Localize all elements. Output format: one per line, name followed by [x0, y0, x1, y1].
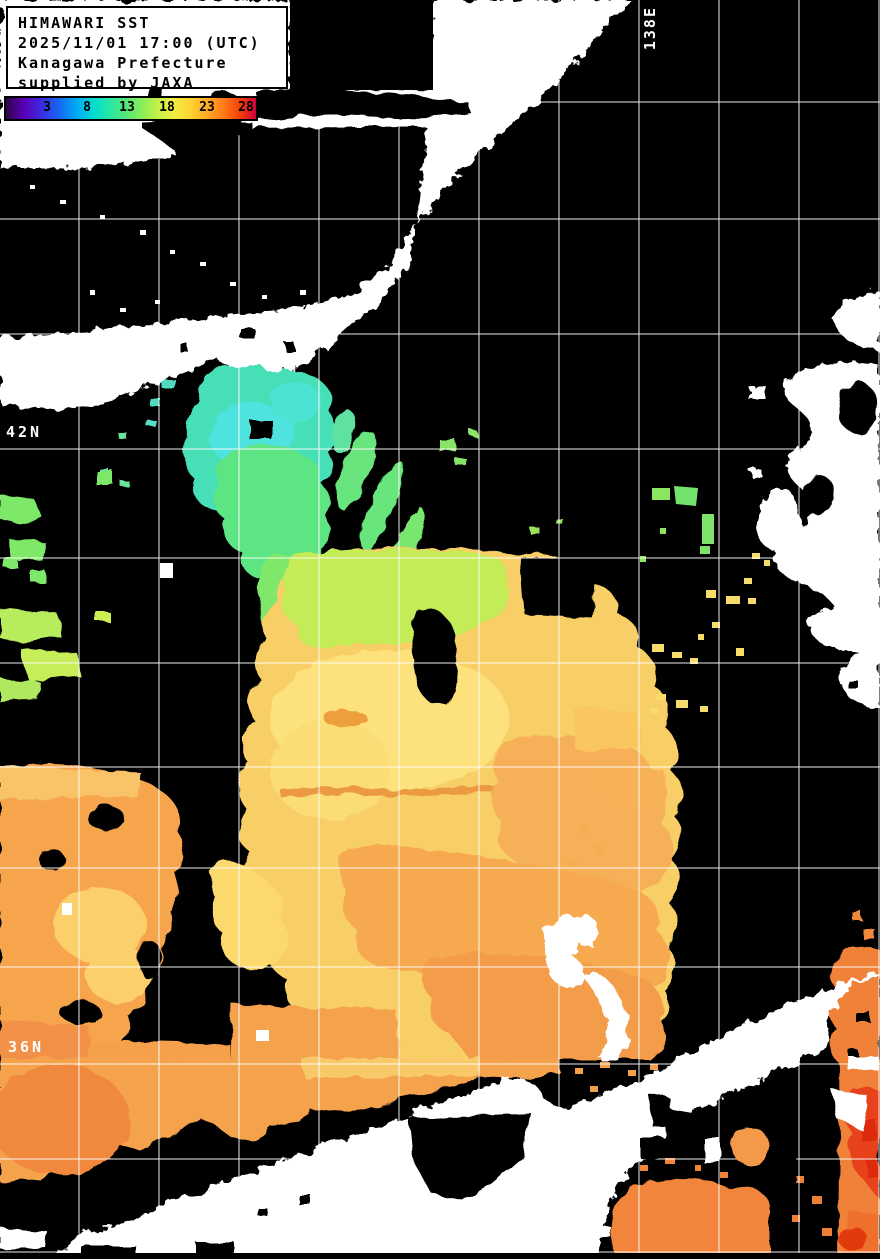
colorbar-tick: 3 — [43, 100, 51, 115]
timestamp: 2025/11/01 17:00 (UTC) — [18, 34, 261, 52]
cloud-gaps-black — [39, 420, 596, 1024]
colorbar-tick: 8 — [83, 100, 91, 115]
region-label: Kanagawa Prefecture — [18, 54, 228, 72]
title-box: HIMAWARI SST 2025/11/01 17:00 (UTC) Kana… — [6, 6, 288, 92]
colorbar-tick: 13 — [119, 100, 135, 115]
sst-color-field — [0, 360, 880, 1259]
colorbar-tick: 28 — [238, 100, 254, 115]
credit-label: supplied by JAXA — [18, 74, 195, 92]
lat-label-36N: 36N — [8, 1038, 45, 1056]
colorbar-tick: 18 — [159, 100, 175, 115]
sst-colorbar: 3 8 13 18 23 28 — [4, 96, 258, 121]
product-title: HIMAWARI SST — [18, 14, 151, 32]
lon-label-138E: 138E — [641, 6, 659, 51]
lat-label-42N: 42N — [6, 423, 43, 441]
cloud-dots-white — [30, 40, 871, 1041]
colorbar-tick: 23 — [199, 100, 215, 115]
